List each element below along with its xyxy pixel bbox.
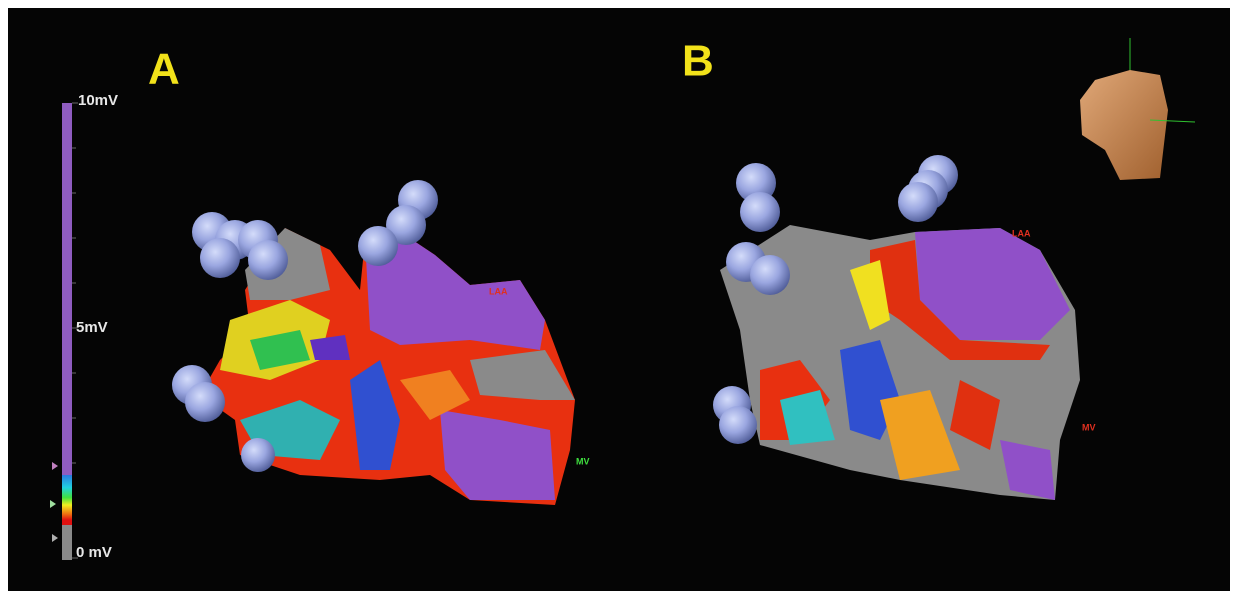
figure: 10mV 5mV 0 mV A LAA MV xyxy=(0,0,1238,601)
annotation: LAA xyxy=(1012,228,1031,238)
panel-label: A xyxy=(148,45,180,94)
scale-top: 10mV xyxy=(78,92,118,109)
annotation: MV xyxy=(576,456,590,466)
annotation: LAA xyxy=(489,286,508,296)
scale-middle: 5mV xyxy=(76,319,108,336)
page: 10mV 5mV 0 mV A LAA MV xyxy=(0,0,1238,601)
scale-bottom: 0 mV xyxy=(76,544,112,561)
panel-label: B xyxy=(682,37,714,86)
annotation: MV xyxy=(1082,422,1096,432)
